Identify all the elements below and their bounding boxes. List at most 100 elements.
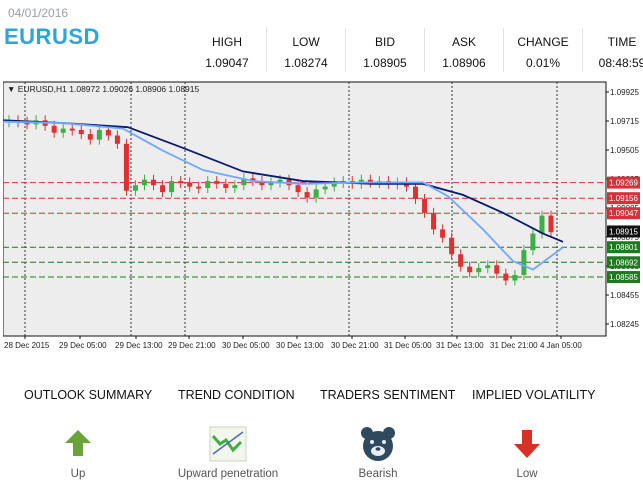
time-axis-label: 31 Dec 21:00	[490, 341, 538, 350]
candle-body	[187, 182, 193, 187]
price-chart[interactable]: 1.099251.097151.095051.092951.090851.088…	[2, 78, 640, 350]
indicator-outlook-label: Up	[70, 468, 86, 480]
price-chart-svg[interactable]: 1.099251.097151.095051.092951.090851.088…	[2, 78, 640, 350]
candle-body	[476, 268, 482, 273]
indicator-volatility: Low	[472, 424, 582, 481]
candle-body	[494, 265, 500, 274]
candle-body	[431, 212, 437, 230]
candle-body	[548, 215, 554, 233]
candle-body	[214, 181, 220, 184]
candle-body	[259, 181, 265, 186]
tab-trend-condition[interactable]: TREND CONDITION	[178, 388, 295, 402]
candle-body	[160, 185, 166, 193]
support-level-value: 1.08692	[609, 258, 638, 267]
fast-moving-average-line	[2, 120, 564, 271]
candle-body	[142, 179, 147, 186]
time-axis-label: 30 Dec 05:00	[222, 341, 270, 350]
indicator-volatility-label: Low	[516, 468, 538, 480]
tab-outlook-summary[interactable]: OUTLOOK SUMMARY	[24, 388, 153, 402]
price-axis-label: 1.09715	[610, 117, 639, 126]
symbol-title: EURUSD	[4, 24, 100, 49]
candle-body	[485, 265, 491, 269]
time-axis-label: 30 Dec 21:00	[331, 341, 379, 350]
candle-body	[205, 181, 211, 188]
price-axis-label: 1.08875	[610, 233, 639, 242]
indicator-trend-label: Upward penetration	[177, 468, 279, 480]
trend-chart-icon	[208, 424, 248, 464]
resistance-level-tag	[607, 176, 640, 189]
quote-low: LOW 1.08274	[266, 28, 345, 72]
candle-body	[69, 128, 75, 131]
time-axis-label: 4 Jan 05:00	[540, 341, 582, 350]
candle-body	[277, 179, 283, 183]
candle-body	[503, 273, 509, 281]
price-axis-label: 1.09505	[610, 146, 639, 155]
price-axis-label: 1.09925	[610, 88, 639, 97]
candle-body	[440, 229, 446, 238]
resistance-level-tag	[607, 207, 640, 220]
indicator-trend: Upward penetration	[173, 424, 283, 481]
candle-body	[78, 129, 84, 135]
candle-body	[422, 199, 428, 213]
candle-body	[232, 185, 238, 188]
time-axis-label: 31 Dec 13:00	[436, 341, 484, 350]
chart-plot-area	[2, 81, 607, 337]
candle-body	[449, 237, 455, 255]
support-level-value: 1.08585	[609, 273, 638, 282]
tab-traders-sentiment[interactable]: TRADERS SENTIMENT	[320, 388, 456, 402]
candle-body	[51, 125, 57, 133]
indicator-sentiment: Bearish	[323, 424, 433, 481]
candle-body	[512, 274, 518, 281]
quote-bid: BID 1.08905	[345, 28, 424, 72]
candle-body	[87, 134, 93, 140]
candle-body	[331, 182, 337, 187]
support-level-tag	[607, 271, 640, 284]
candle-body	[304, 192, 310, 198]
candle-body	[114, 135, 120, 144]
price-axis-label: 1.08455	[610, 291, 639, 300]
time-axis-label: 31 Dec 05:00	[384, 341, 432, 350]
chart-info-line: ▼ EURUSD,H1 1.08972 1.09026 1.08906 1.08…	[7, 84, 200, 94]
time-axis-label: 29 Dec 05:00	[59, 341, 107, 350]
candle-body	[169, 181, 175, 193]
candle-body	[60, 128, 66, 133]
resistance-level-value: 1.09047	[609, 209, 638, 218]
candle-body	[196, 186, 202, 189]
resistance-level-value: 1.09269	[609, 179, 638, 188]
quote-high: HIGH 1.09047	[205, 35, 249, 70]
resistance-level-value: 1.09156	[609, 194, 638, 203]
indicator-sentiment-label: Bearish	[358, 468, 398, 480]
candle-body	[123, 143, 129, 191]
candle-body	[530, 233, 536, 251]
candle-body	[132, 185, 138, 191]
current-price-value: 1.08915	[609, 227, 638, 236]
resistance-level-tag	[607, 192, 640, 205]
candle-body	[250, 178, 256, 182]
candle-body	[268, 182, 274, 186]
candle-body	[151, 179, 157, 186]
arrow-down-icon	[507, 424, 547, 464]
candle-body	[467, 266, 473, 273]
quote-change: CHANGE 0.01%	[503, 28, 582, 72]
candle-body	[413, 186, 418, 200]
candle-body	[223, 183, 229, 188]
support-level-tag	[607, 256, 640, 269]
candle-body	[539, 215, 545, 234]
analysis-tabs: OUTLOOK SUMMARY TREND CONDITION TRADERS …	[0, 382, 643, 410]
candle-body	[313, 189, 319, 198]
price-axis-label: 1.08245	[610, 320, 639, 329]
candle-body	[295, 185, 301, 193]
quote-ask: ASK 1.08906	[424, 28, 503, 72]
candle-body	[367, 179, 373, 183]
current-price-tag	[607, 225, 640, 238]
support-level-tag	[607, 241, 640, 254]
bear-icon	[358, 424, 398, 464]
quote-panel: HIGH 1.09047 LOW 1.08274 BID 1.08905 ASK 1.0…	[188, 28, 643, 72]
candle-body	[96, 129, 102, 140]
time-axis-label: 30 Dec 13:00	[276, 341, 324, 350]
tab-implied-volatility[interactable]: IMPLIED VOLATILITY	[472, 388, 596, 402]
time-axis-label: 28 Dec 2015	[4, 341, 50, 350]
arrow-up-icon	[58, 424, 98, 464]
candle-body	[178, 181, 184, 184]
candle-body	[241, 178, 247, 186]
